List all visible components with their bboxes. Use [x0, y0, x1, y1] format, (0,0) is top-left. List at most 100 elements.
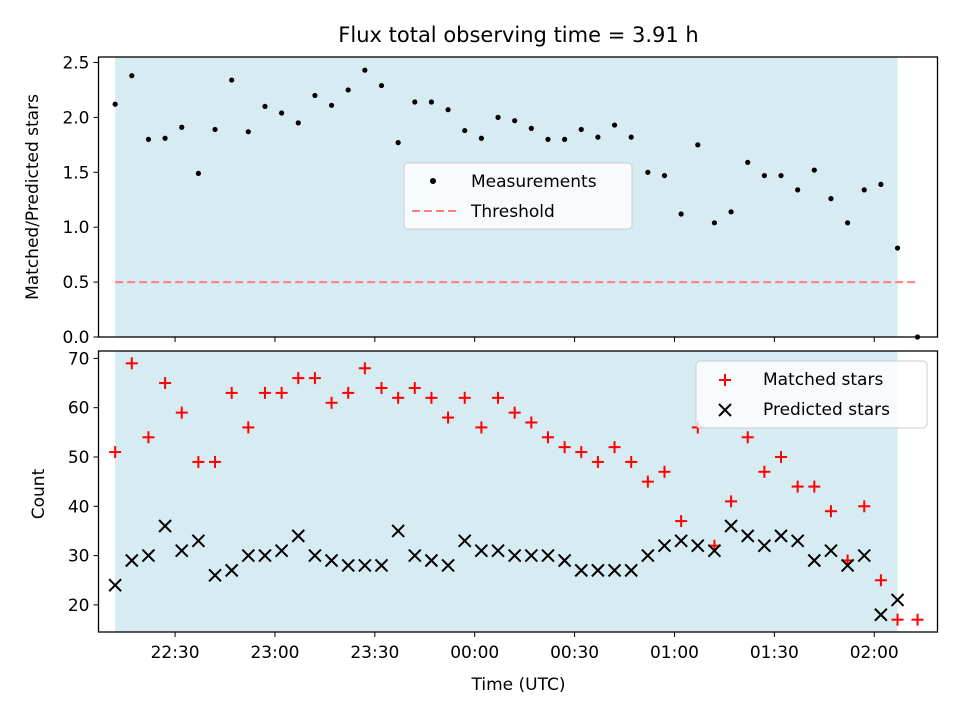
predicted-star-point: [624, 563, 638, 578]
predicted-star-point: [890, 593, 905, 607]
predicted-star-point: [591, 563, 605, 578]
matched-star-point: [641, 475, 654, 488]
predicted-star-point: [408, 548, 422, 563]
predicted-star-point-b: [374, 558, 389, 573]
measurement-point: [894, 245, 901, 251]
measurement-point: [795, 187, 801, 193]
predicted-star-point-b: [774, 529, 788, 543]
top-y-axis-label: Matched/Predicted stars: [23, 94, 43, 300]
predicted-star-point-b: [258, 548, 272, 563]
predicted-star-point: [341, 558, 355, 573]
measurement-point: [195, 170, 201, 176]
predicted-star-point-b: [674, 534, 688, 548]
legend-matched-label: Matched stars: [763, 370, 883, 390]
measurement-point: [512, 118, 518, 124]
predicted-star-point: [874, 608, 888, 622]
matched-star-point: [492, 391, 505, 404]
measurement-point: [778, 172, 784, 179]
measurement-point: [428, 99, 435, 105]
predicted-star-point: [308, 548, 322, 563]
x-tick-label: 23:00: [250, 643, 299, 663]
predicted-star-point: [208, 568, 222, 583]
predicted-star-point: [774, 529, 788, 543]
measurement-point: [312, 92, 318, 99]
bottom-y-tick-label: 30: [68, 547, 90, 567]
bottom-y-axis-label: Count: [29, 468, 49, 519]
predicted-star-point: [358, 558, 372, 573]
measurement-point: [395, 140, 401, 146]
matched-star-point: [741, 431, 754, 444]
measurement-point: [212, 126, 218, 133]
predicted-star-point: [458, 534, 472, 548]
matched-star-point: [475, 421, 488, 434]
predicted-star-point-b: [358, 558, 372, 573]
predicted-star-point: [557, 553, 572, 568]
measurement-point: [295, 120, 301, 126]
measurement-point: [878, 181, 884, 187]
measurement-point: [628, 134, 634, 140]
predicted-star-point-b: [840, 558, 855, 573]
x-tick-label: 23:30: [350, 643, 399, 663]
top-y-tick-label: 1.0: [62, 218, 89, 238]
matched-star-point: [442, 411, 455, 424]
measurement-point: [661, 172, 668, 179]
measurement-point: [462, 127, 468, 134]
predicted-star-point-b: [807, 553, 822, 568]
bottom-plot-frame: [97, 350, 939, 633]
predicted-star-point-b: [408, 548, 422, 563]
predicted-star-point: [524, 548, 539, 563]
predicted-star-point-b: [241, 548, 256, 563]
predicted-star-point: [724, 519, 738, 533]
measurement-point: [229, 77, 235, 83]
predicted-star-point: [241, 548, 256, 563]
predicted-star-point-b: [741, 529, 755, 543]
matched-star-point: [791, 480, 804, 493]
predicted-star-point: [158, 519, 172, 533]
measurement-point: [245, 129, 251, 135]
matched-star-point: [824, 505, 837, 518]
matched-star-point: [425, 391, 438, 404]
top-y-tick-label: 2.0: [62, 108, 89, 128]
measurement-point: [678, 211, 684, 217]
bottom-panel: 20 30 40 50 60 70 22:30 23:00 23:30 00:00 00:30 01…: [29, 349, 939, 695]
matched-star-point: [525, 416, 538, 429]
predicted-star-point-b: [474, 543, 489, 558]
matched-star-point: [725, 495, 738, 508]
bottom-y-tick-label: 50: [68, 448, 90, 468]
predicted-star-point: [757, 539, 772, 553]
x-tick-label: 01:30: [750, 643, 799, 663]
matched-star-point: [175, 406, 188, 419]
predicted-star-point-b: [108, 578, 122, 592]
matched-star-point: [911, 613, 924, 626]
predicted-star-point: [790, 534, 805, 548]
predicted-star-point: [674, 534, 688, 548]
predicted-star-point-b: [607, 563, 622, 578]
matched-star-point: [675, 515, 688, 528]
matched-star-point: [658, 465, 671, 478]
predicted-star-point-b: [341, 558, 355, 573]
x-tick-label: 22:30: [151, 643, 200, 663]
predicted-star-point: [824, 543, 838, 558]
predicted-star-point: [391, 524, 405, 538]
matched-star-point: [758, 465, 771, 478]
bottom-y-tick-label: 60: [68, 399, 90, 419]
top-y-tick-label: 1.5: [62, 163, 89, 183]
predicted-star-point: [574, 563, 588, 578]
measurement-point: [262, 103, 268, 110]
predicted-star-point-b: [458, 534, 472, 548]
measurement-point: [845, 220, 851, 226]
measurement-point: [645, 169, 651, 175]
predicted-star-point-b: [158, 519, 172, 533]
top-y-tick-label: 0.0: [62, 328, 89, 348]
predicted-star-point: [191, 534, 206, 548]
matched-star-point: [858, 500, 871, 513]
predicted-star-point-b: [874, 608, 888, 622]
measurement-point: [495, 114, 501, 120]
measurement-point: [145, 136, 152, 142]
measurement-point: [595, 134, 601, 140]
x-tick-label: 01:00: [650, 643, 699, 663]
predicted-star-point-b: [624, 563, 638, 578]
measurement-point: [478, 135, 484, 141]
matched-star-point: [192, 455, 205, 468]
